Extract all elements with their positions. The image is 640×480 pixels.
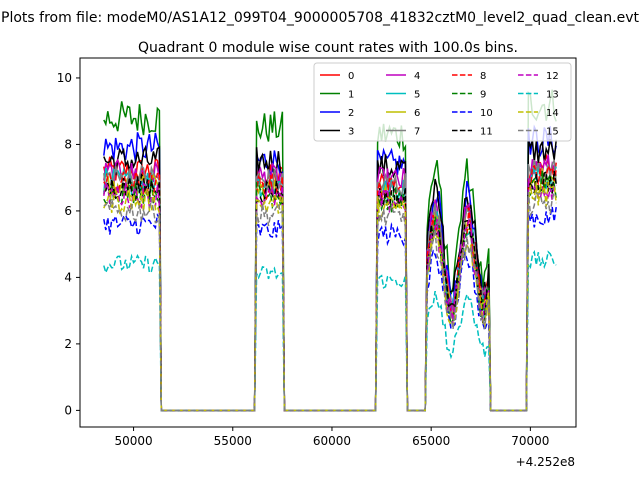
legend-box <box>313 62 572 142</box>
y-tick-label: 6 <box>64 204 72 218</box>
series-line-3 <box>103 138 557 412</box>
legend-label-1: 1 <box>348 90 354 101</box>
legend-label-15: 15 <box>546 127 559 138</box>
series-line-15 <box>103 191 557 412</box>
x-tick-label: 70000 <box>511 434 549 448</box>
x-tick-label: 60000 <box>313 434 351 448</box>
legend-label-6: 6 <box>414 108 420 119</box>
plot-frame <box>79 57 577 428</box>
legend-label-13: 13 <box>546 90 559 101</box>
legend-label-8: 8 <box>480 71 486 82</box>
y-tick-label: 10 <box>57 71 72 85</box>
legend-label-12: 12 <box>546 71 559 82</box>
y-tick-label: 2 <box>64 337 72 351</box>
legend-label-3: 3 <box>348 127 354 138</box>
legend-label-10: 10 <box>480 108 493 119</box>
y-tick-label: 8 <box>64 137 72 151</box>
y-tick-label: 4 <box>64 270 72 284</box>
legend-label-2: 2 <box>348 108 354 119</box>
plot-series <box>103 89 557 412</box>
legend-label-7: 7 <box>414 127 420 138</box>
x-tick-label: 55000 <box>214 434 252 448</box>
figure-suptitle: Plots from file: modeM0/AS1A12_099T04_90… <box>1 10 639 26</box>
series-line-14 <box>103 181 557 412</box>
legend-label-11: 11 <box>480 127 493 138</box>
legend-label-14: 14 <box>546 108 559 119</box>
legend-label-9: 9 <box>480 90 486 101</box>
legend-label-0: 0 <box>348 71 354 82</box>
y-tick-label: 0 <box>64 403 72 417</box>
x-tick-label: 50000 <box>114 434 152 448</box>
legend-label-4: 4 <box>414 71 420 82</box>
x-tick-label: 65000 <box>412 434 450 448</box>
chart-title: Quadrant 0 module wise count rates with … <box>138 40 518 56</box>
x-offset-text: +4.252e8 <box>516 455 575 469</box>
legend-label-5: 5 <box>414 90 420 101</box>
